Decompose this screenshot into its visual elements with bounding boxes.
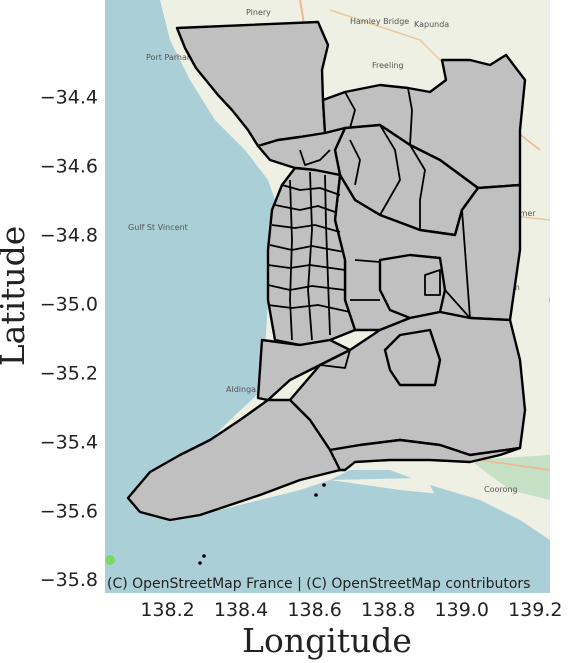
region-yankalilla: [126, 398, 347, 522]
y-tick-label: −35.0: [40, 293, 98, 315]
x-tick-label: 139.2: [508, 599, 562, 621]
x-tick-label: 138.8: [361, 599, 415, 621]
place-label: Hamley Bridge: [350, 17, 409, 26]
region-mount-barker: [378, 253, 447, 320]
place-label: Gulf St Vincent: [128, 223, 188, 232]
y-tick-label: −35.6: [40, 500, 98, 522]
place-label: Freeling: [372, 61, 404, 70]
region-strathalbyn: [383, 328, 442, 387]
y-tick-label: −35.8: [40, 569, 98, 591]
x-tick-label: 139.0: [435, 599, 489, 621]
y-tick-label: −34.6: [40, 155, 98, 177]
attribution-text: (C) OpenStreetMap France | (C) OpenStree…: [107, 576, 530, 592]
y-axis-title: Latitude: [0, 226, 32, 367]
y-tick-label: −35.4: [40, 431, 98, 453]
place-label: Aldinga Bay: [226, 385, 274, 394]
place-label: Palmer: [508, 209, 536, 218]
x-tick-label: 138.4: [214, 599, 268, 621]
y-tick-label: −34.8: [40, 224, 98, 246]
x-tick-label: 138.6: [287, 599, 341, 621]
region-playford: [256, 126, 347, 177]
x-axis: 138.2 138.4 138.6 138.8 139.0 139.2: [140, 599, 562, 621]
x-axis-title: Longitude: [242, 621, 412, 660]
region-victor-harbor: [328, 438, 522, 472]
place-label: Coorong: [484, 485, 518, 494]
y-axis: −34.4 −34.6 −34.8 −35.0 −35.2 −35.4 −35.6 −35.8: [40, 87, 98, 592]
place-label: Kapunda: [414, 20, 449, 29]
boundary-layer: [267, 87, 471, 369]
x-tick-label: 138.2: [140, 599, 194, 621]
place-label: Pinery: [246, 8, 271, 17]
y-tick-label: −34.4: [40, 87, 98, 109]
island-marks: [198, 483, 326, 565]
y-tick-label: −35.2: [40, 362, 98, 384]
place-label: Port Parham: [146, 53, 195, 62]
